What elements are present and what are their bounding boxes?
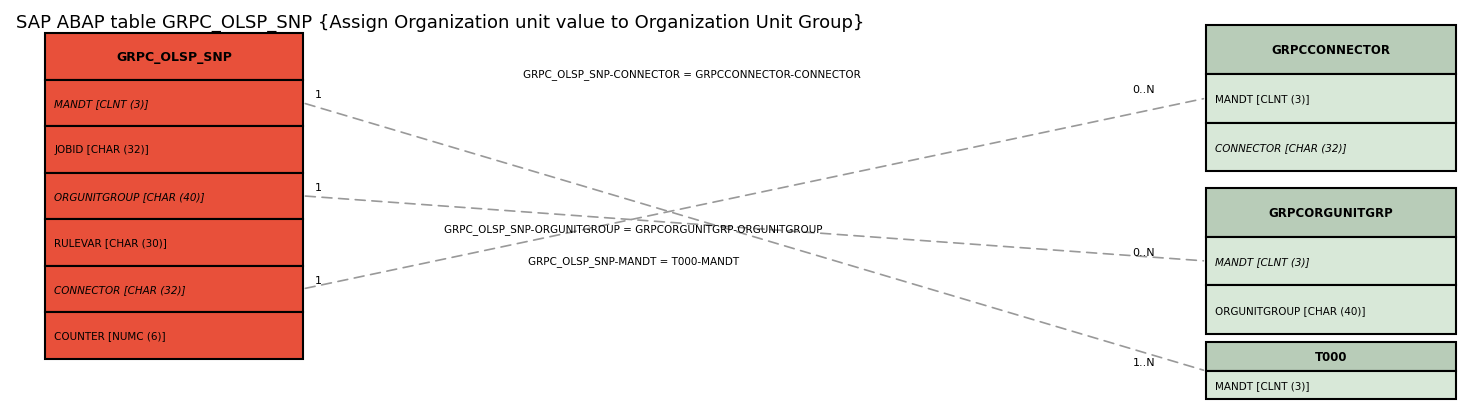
- Bar: [1206, 188, 1456, 237]
- Bar: [1206, 343, 1456, 371]
- Bar: [46, 312, 303, 359]
- Bar: [46, 220, 303, 266]
- Text: ORGUNITGROUP [CHAR (40)]: ORGUNITGROUP [CHAR (40)]: [1214, 305, 1366, 315]
- Text: CONNECTOR [CHAR (32)]: CONNECTOR [CHAR (32)]: [1214, 143, 1347, 153]
- Text: MANDT [CLNT (3)]: MANDT [CLNT (3)]: [54, 99, 149, 108]
- Text: 0..N: 0..N: [1132, 247, 1156, 257]
- Text: T000: T000: [1314, 351, 1347, 363]
- Text: GRPCCONNECTOR: GRPCCONNECTOR: [1272, 44, 1391, 56]
- Bar: [46, 34, 303, 80]
- Bar: [1206, 371, 1456, 400]
- Bar: [1206, 74, 1456, 123]
- Bar: [1206, 123, 1456, 172]
- Text: 1: 1: [315, 275, 321, 285]
- Text: MANDT [CLNT (3)]: MANDT [CLNT (3)]: [1214, 380, 1310, 390]
- Text: RULEVAR [CHAR (30)]: RULEVAR [CHAR (30)]: [54, 238, 168, 248]
- Bar: [46, 80, 303, 127]
- Bar: [1206, 237, 1456, 286]
- Bar: [46, 127, 303, 173]
- Text: SAP ABAP table GRPC_OLSP_SNP {Assign Organization unit value to Organization Uni: SAP ABAP table GRPC_OLSP_SNP {Assign Org…: [16, 13, 864, 32]
- Bar: [46, 173, 303, 220]
- Bar: [1206, 26, 1456, 74]
- Text: 1..N: 1..N: [1132, 357, 1156, 367]
- Text: ORGUNITGROUP [CHAR (40)]: ORGUNITGROUP [CHAR (40)]: [54, 191, 205, 201]
- Text: GRPC_OLSP_SNP-ORGUNITGROUP = GRPCORGUNITGRP-ORGUNITGROUP: GRPC_OLSP_SNP-ORGUNITGROUP = GRPCORGUNIT…: [445, 223, 823, 234]
- Bar: [1206, 286, 1456, 335]
- Text: CONNECTOR [CHAR (32)]: CONNECTOR [CHAR (32)]: [54, 284, 185, 294]
- Text: GRPCORGUNITGRP: GRPCORGUNITGRP: [1269, 206, 1394, 219]
- Text: 1: 1: [315, 90, 321, 99]
- Text: MANDT [CLNT (3)]: MANDT [CLNT (3)]: [1214, 256, 1310, 266]
- Text: GRPC_OLSP_SNP: GRPC_OLSP_SNP: [116, 51, 233, 63]
- Text: 1: 1: [315, 182, 321, 192]
- Text: 0..N: 0..N: [1132, 85, 1156, 95]
- Text: COUNTER [NUMC (6)]: COUNTER [NUMC (6)]: [54, 330, 166, 341]
- Text: MANDT [CLNT (3)]: MANDT [CLNT (3)]: [1214, 94, 1310, 104]
- Text: GRPC_OLSP_SNP-CONNECTOR = GRPCCONNECTOR-CONNECTOR: GRPC_OLSP_SNP-CONNECTOR = GRPCCONNECTOR-…: [523, 69, 861, 80]
- Text: JOBID [CHAR (32)]: JOBID [CHAR (32)]: [54, 145, 149, 155]
- Bar: [46, 266, 303, 312]
- Text: GRPC_OLSP_SNP-MANDT = T000-MANDT: GRPC_OLSP_SNP-MANDT = T000-MANDT: [527, 256, 739, 267]
